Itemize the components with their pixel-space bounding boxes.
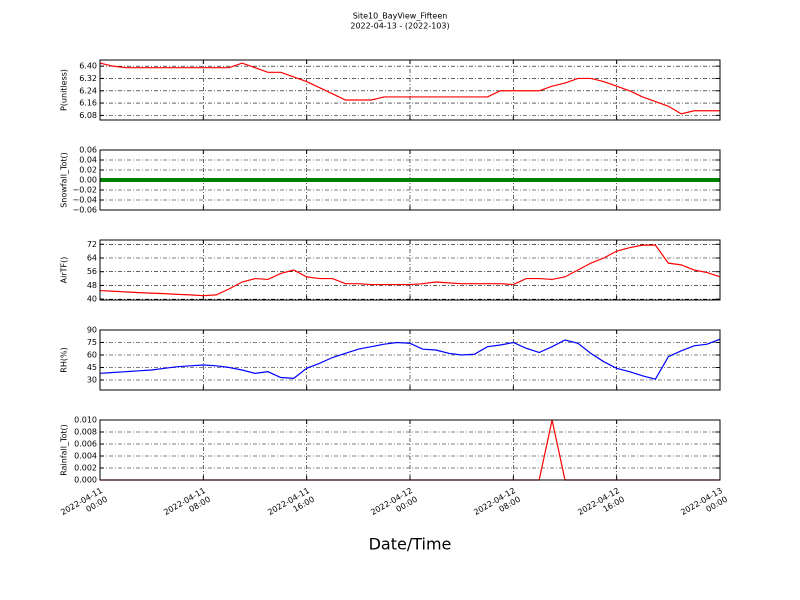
y-tick-label: 60 bbox=[87, 351, 97, 360]
y-tick-label: 72 bbox=[87, 240, 97, 249]
chart-title: Site10_BayView_Fifteen bbox=[353, 12, 448, 21]
y-tick-label: 6.24 bbox=[79, 86, 97, 95]
y-tick-label: 0.008 bbox=[74, 428, 97, 437]
y-tick-label: 56 bbox=[87, 267, 97, 276]
y-tick-label: 0.04 bbox=[79, 156, 97, 165]
data-line bbox=[99, 244, 721, 297]
y-tick-label: 40 bbox=[87, 295, 97, 304]
axes-frame bbox=[99, 239, 721, 301]
y-tick-label: 0.02 bbox=[79, 166, 97, 175]
y-tick-label: −0.06 bbox=[72, 206, 97, 215]
y-tick-label: 6.16 bbox=[79, 99, 97, 108]
chart-subtitle: 2022-04-13 - (2022-103) bbox=[350, 22, 449, 31]
y-tick-label: 6.40 bbox=[79, 62, 97, 71]
y-tick-label: 6.08 bbox=[79, 111, 97, 120]
axes-frame bbox=[99, 59, 721, 121]
y-axis-label: AirTF() bbox=[60, 257, 69, 284]
axes-frame bbox=[99, 419, 721, 481]
data-line bbox=[99, 338, 721, 380]
y-tick-label: 0.004 bbox=[74, 452, 97, 461]
y-tick-label: 45 bbox=[87, 363, 97, 372]
y-axis-label: Snowfall_Tot() bbox=[60, 152, 69, 208]
axes-frame bbox=[99, 149, 721, 211]
axes-frame bbox=[99, 329, 721, 391]
y-tick-label: 90 bbox=[87, 326, 97, 335]
data-line bbox=[99, 62, 720, 115]
y-axis-label: RH(%) bbox=[60, 347, 69, 372]
y-tick-label: 30 bbox=[87, 376, 97, 385]
y-axis-label: P(unitless) bbox=[60, 69, 69, 111]
y-tick-label: 0.000 bbox=[74, 476, 97, 485]
y-tick-label: 6.32 bbox=[79, 74, 97, 83]
y-tick-label: 0.06 bbox=[79, 146, 97, 155]
y-tick-label: −0.02 bbox=[72, 186, 97, 195]
y-tick-label: 64 bbox=[87, 254, 97, 263]
x-axis-label: Date/Time bbox=[369, 535, 452, 554]
y-tick-label: 0.00 bbox=[79, 176, 97, 185]
y-tick-label: 75 bbox=[87, 338, 97, 347]
y-tick-label: 0.002 bbox=[74, 464, 97, 473]
y-tick-label: −0.04 bbox=[72, 196, 97, 205]
y-tick-label: 48 bbox=[87, 281, 97, 290]
y-tick-label: 0.006 bbox=[74, 440, 97, 449]
y-tick-label: 0.010 bbox=[74, 416, 97, 425]
y-axis-label: Rainfall_Tot() bbox=[60, 424, 69, 476]
